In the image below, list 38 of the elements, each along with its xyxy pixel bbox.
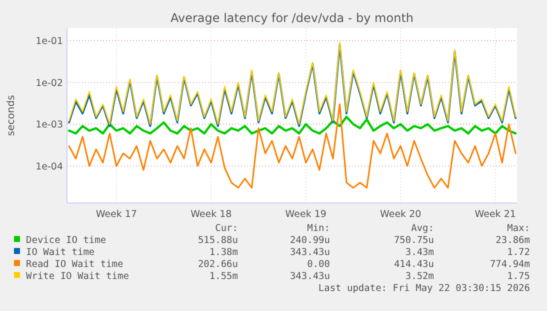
line-series bbox=[68, 116, 517, 135]
text: 343.43u bbox=[290, 271, 330, 282]
text: 774.94m bbox=[490, 259, 530, 270]
text: 1.72 bbox=[507, 247, 530, 258]
y-tick-label: 1e-04 bbox=[36, 161, 63, 172]
text: 1.75 bbox=[507, 271, 530, 282]
x-tick-label: Week 17 bbox=[96, 209, 137, 220]
text: 750.75u bbox=[394, 235, 434, 246]
line-series bbox=[68, 103, 516, 189]
x-tick-label: Week 18 bbox=[190, 209, 232, 220]
text: 343.43u bbox=[290, 247, 330, 258]
legend-label: IO Wait time bbox=[26, 247, 95, 258]
chart-title: Average latency for /dev/vda - by month bbox=[170, 11, 414, 25]
text: Last update: Fri May 22 03:30:15 2026 bbox=[318, 283, 530, 294]
text: 515.88u bbox=[198, 235, 238, 246]
x-tick-label: Week 19 bbox=[285, 209, 326, 220]
text: 1.38m bbox=[209, 247, 238, 258]
text: 23.86m bbox=[496, 235, 530, 246]
text: 240.99u bbox=[290, 235, 330, 246]
text: 0.00 bbox=[307, 259, 330, 270]
text: Cur: bbox=[215, 223, 238, 234]
text: 414.43u bbox=[394, 259, 434, 270]
legend-label: Device IO time bbox=[26, 235, 106, 246]
y-tick-label: 1e-03 bbox=[36, 120, 63, 131]
y-axis-title: seconds bbox=[6, 95, 17, 136]
y-tick-label: 1e-01 bbox=[36, 36, 63, 48]
text: Max: bbox=[507, 223, 530, 234]
legend-label: Write IO Wait time bbox=[26, 271, 130, 282]
text: Min: bbox=[307, 223, 330, 234]
text: Avg: bbox=[411, 223, 434, 234]
text: 3.43m bbox=[405, 247, 434, 258]
text: 1.55m bbox=[209, 271, 238, 282]
x-tick-label: Week 20 bbox=[380, 209, 422, 220]
y-tick-label: 1e-02 bbox=[36, 78, 63, 89]
text: 3.52m bbox=[405, 271, 434, 282]
text: 202.66u bbox=[198, 259, 238, 270]
legend-label: Read IO Wait time bbox=[26, 259, 124, 270]
x-tick-label: Week 21 bbox=[474, 209, 516, 220]
